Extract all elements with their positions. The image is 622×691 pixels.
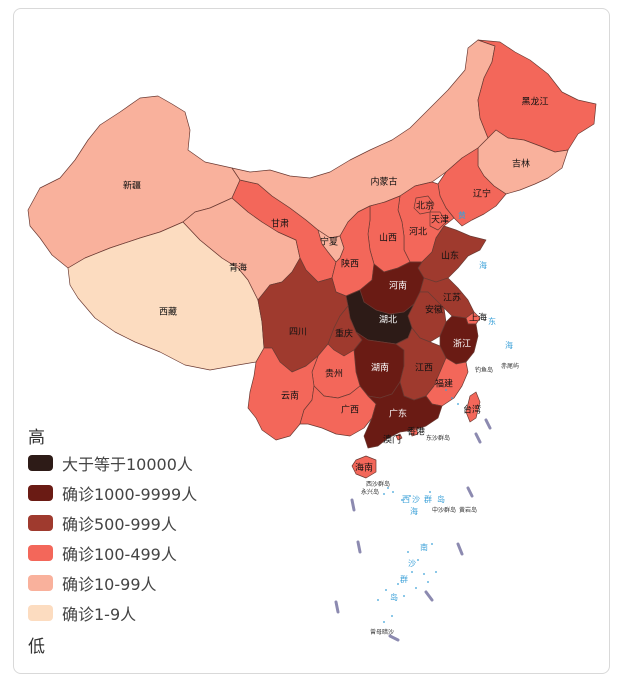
label-shandong: 山东 <box>441 250 459 262</box>
label-guangxi: 广西 <box>341 404 359 416</box>
sea-label-dao: 岛 <box>390 592 398 602</box>
label-liaoning: 辽宁 <box>473 188 491 200</box>
sea-label-nan-main: 海 <box>410 506 418 516</box>
label-hunan: 湖南 <box>371 362 389 374</box>
label-ningxia: 宁夏 <box>320 236 338 248</box>
legend-item-label: 确诊100-499人 <box>62 545 177 564</box>
label-beijing: 北京 <box>416 200 434 212</box>
legend-item[interactable]: 大于等于10000人 <box>28 448 197 478</box>
legend-swatch <box>28 575 53 591</box>
legend-item[interactable]: 确诊100-499人 <box>28 538 197 568</box>
island-chiwei: 赤尾屿 <box>501 362 519 370</box>
sea-label-qun: 群 <box>400 574 408 584</box>
label-jiangsu: 江苏 <box>443 292 461 304</box>
label-sichuan: 四川 <box>289 328 307 338</box>
province-hongkong[interactable] <box>409 427 419 437</box>
sea-label-hai-1: 海 <box>479 260 487 270</box>
label-shaanxi: 陕西 <box>341 258 359 270</box>
legend-swatch <box>28 545 53 561</box>
island-zhongsha: 中沙群岛 <box>432 506 456 514</box>
label-shanghai: 上海 <box>469 312 487 324</box>
label-jilin: 吉林 <box>512 158 530 170</box>
legend-swatch <box>28 455 53 471</box>
sea-label-hai-2: 海 <box>505 340 513 350</box>
label-shanxi: 山西 <box>379 233 397 244</box>
legend-item-label: 大于等于10000人 <box>62 455 193 474</box>
island-yongxing: 永兴岛 <box>361 488 379 496</box>
legend: 高 大于等于10000人 确诊1000-9999人 确诊500-999人 确诊100-… <box>28 428 197 657</box>
label-henan: 河南 <box>389 280 407 292</box>
legend-high-label: 高 <box>28 428 45 448</box>
label-yunnan: 云南 <box>281 390 299 402</box>
label-heilongjiang: 黑龙江 <box>521 96 548 108</box>
island-xisha: 西沙群岛 <box>366 480 390 488</box>
island-huangyan: 黄岩岛 <box>459 506 477 514</box>
label-xizang: 西藏 <box>159 306 177 318</box>
island-zengmu: 曾母暗沙 <box>370 628 394 636</box>
sea-label-xi: 西 <box>402 495 410 504</box>
legend-item[interactable]: 确诊500-999人 <box>28 508 197 538</box>
label-hongkong: 香港 <box>407 426 425 438</box>
sea-label-dao2: 岛 <box>437 494 445 504</box>
label-macau: 澳门 <box>383 434 401 446</box>
legend-item-label: 确诊10-99人 <box>62 575 157 594</box>
sea-label-dong: 东 <box>488 316 496 326</box>
island-diaoyu: 钓鱼岛 <box>475 366 493 374</box>
province-guangdong[interactable] <box>363 381 443 449</box>
province-tianjin[interactable] <box>429 211 447 231</box>
legend-item[interactable]: 确诊1-9人 <box>28 598 197 628</box>
legend-item[interactable]: 确诊10-99人 <box>28 568 197 598</box>
legend-swatch <box>28 515 53 531</box>
legend-swatch <box>28 605 53 621</box>
label-taiwan: 台湾 <box>463 404 481 416</box>
legend-item-label: 确诊1000-9999人 <box>62 485 198 504</box>
label-anhui: 安徽 <box>425 304 443 316</box>
province-hainan[interactable] <box>351 455 377 479</box>
label-guizhou: 贵州 <box>325 368 343 380</box>
sea-label-sha2: 沙 <box>412 495 420 504</box>
label-guangdong: 广东 <box>389 408 407 420</box>
province-fujian[interactable] <box>425 357 469 407</box>
label-tianjin: 天津 <box>431 215 449 226</box>
province-labels: 新疆 西藏 青海 甘肃 内蒙古 黑龙江 吉林 辽宁 河北 北京 天津 山西 宁夏… <box>123 96 549 474</box>
legend-swatch <box>28 485 53 501</box>
label-hubei: 湖北 <box>379 315 397 326</box>
label-gansu: 甘肃 <box>271 218 289 230</box>
province-guangxi[interactable] <box>299 385 377 437</box>
sea-label-nan: 南 <box>420 542 428 552</box>
nine-dash-line <box>334 418 492 642</box>
legend-low-label: 低 <box>28 637 45 657</box>
label-qinghai: 青海 <box>229 262 247 274</box>
legend-item-label: 确诊1-9人 <box>62 605 137 624</box>
label-chongqing: 重庆 <box>335 328 353 340</box>
island-dongsha: 东沙群岛 <box>426 434 450 442</box>
sea-label-huang: 黄 <box>458 210 466 220</box>
sea-label-sha: 沙 <box>408 559 416 568</box>
label-xinjiang: 新疆 <box>123 180 141 192</box>
label-zhejiang: 浙江 <box>453 338 471 350</box>
label-hebei: 河北 <box>409 226 427 238</box>
label-hainan: 海南 <box>355 462 373 474</box>
sea-label-qun2: 群 <box>424 494 432 504</box>
province-taiwan[interactable] <box>465 391 481 423</box>
island-dots <box>377 389 459 623</box>
label-jiangxi: 江西 <box>415 363 433 374</box>
legend-item-label: 确诊500-999人 <box>62 515 177 534</box>
province-macau[interactable] <box>395 433 403 441</box>
label-fujian: 福建 <box>435 378 453 390</box>
legend-item[interactable]: 确诊1000-9999人 <box>28 478 197 508</box>
label-neimenggu: 内蒙古 <box>370 176 397 188</box>
